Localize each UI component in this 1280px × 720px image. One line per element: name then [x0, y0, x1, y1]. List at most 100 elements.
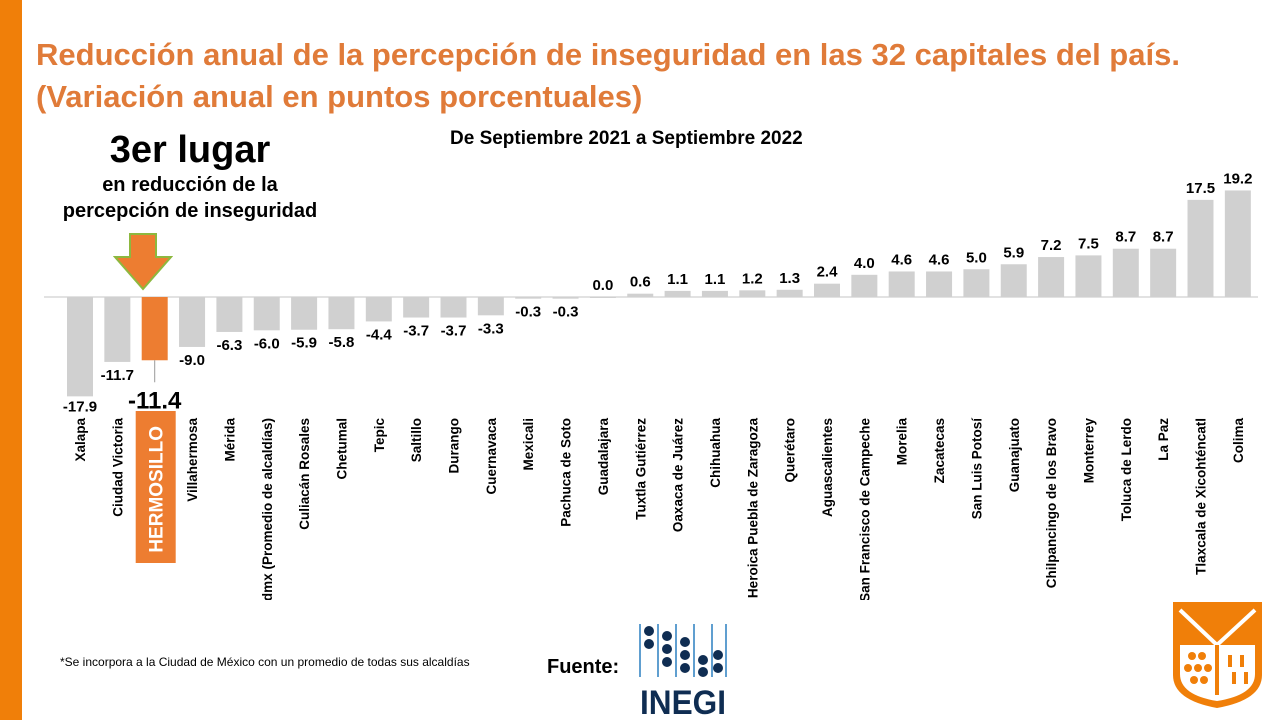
bar-5	[253, 297, 280, 331]
bar-3	[179, 297, 206, 347]
accent-stripe	[0, 0, 22, 720]
value-label-19: 1.3	[779, 270, 800, 287]
value-label-16: 1.1	[667, 271, 688, 288]
category-label-24: San Luis Potosí	[969, 417, 984, 520]
category-label-8: Tepic	[372, 418, 387, 453]
svg-text:INEGI: INEGI	[640, 684, 726, 717]
category-label-26: Chilpancingo de los Bravo	[1044, 418, 1059, 588]
category-label-20: Aguascalientes	[820, 418, 835, 517]
bar-15	[627, 293, 654, 297]
bar-chart: -17.9 Xalapa -11.7 Ciudad Victoria-11.4 HERM…	[44, 170, 1258, 600]
bar-12	[515, 297, 542, 299]
highlight-label-box	[135, 411, 176, 563]
category-label-1: Ciudad Victoria	[110, 418, 125, 517]
value-label-4: -6.3	[216, 337, 242, 354]
category-label-3: Villahermosa	[185, 418, 200, 502]
category-label-7: Chetumal	[334, 418, 349, 480]
category-label-16: Oaxaca de Juárez	[671, 418, 686, 532]
value-label-15: 0.6	[630, 274, 651, 291]
page-title: Reducción anual de la percepción de inse…	[36, 37, 1180, 114]
value-label-30: 17.5	[1186, 180, 1215, 197]
value-label-18: 1.2	[742, 270, 763, 287]
category-label-27: Monterrey	[1081, 418, 1096, 484]
bar-19	[776, 289, 803, 297]
bar-1	[104, 297, 131, 362]
bar-25	[1000, 264, 1027, 297]
category-label-19: Querétaro	[783, 418, 798, 483]
value-label-17: 1.1	[705, 271, 726, 288]
bar-20	[814, 283, 840, 297]
bar-18	[739, 290, 766, 297]
rank-line-2: percepción de inseguridad	[62, 200, 318, 222]
rank-callout: 3er lugar en reducción de la percepción …	[30, 128, 350, 224]
source-label: Fuente:	[547, 656, 620, 678]
value-label-12: -0.3	[515, 304, 541, 321]
category-label-12: Mexicali	[521, 418, 536, 471]
category-label-29: La Paz	[1156, 418, 1171, 461]
value-label-20: 2.4	[817, 264, 839, 281]
category-label-18: Heroica Puebla de Zaragoza	[745, 418, 760, 599]
value-label-29: 8.7	[1153, 229, 1174, 246]
bar-17	[701, 290, 728, 297]
value-label-2: -11.4	[128, 387, 182, 414]
bar-6	[291, 297, 318, 330]
bar-29	[1150, 248, 1177, 297]
rank-headline: 3er lugar	[109, 129, 271, 171]
value-label-27: 7.5	[1078, 235, 1099, 252]
bar-21	[851, 274, 878, 297]
bar-0	[67, 297, 93, 397]
value-label-0: -17.9	[63, 398, 97, 415]
value-label-22: 4.6	[891, 251, 912, 268]
value-label-11: -3.3	[478, 320, 504, 337]
bar-13	[552, 297, 579, 299]
value-label-23: 4.6	[929, 251, 950, 268]
bar-9	[403, 297, 430, 318]
category-label-22: Morelia	[895, 418, 910, 466]
bar-22	[888, 271, 915, 297]
category-label-21: San Francisco de Campeche	[857, 418, 872, 600]
value-label-3: -9.0	[179, 352, 205, 369]
value-label-10: -3.7	[441, 323, 467, 340]
coat-of-arms-logo	[1173, 602, 1262, 708]
value-label-28: 8.7	[1115, 229, 1136, 246]
value-label-5: -6.0	[254, 335, 280, 352]
value-label-25: 5.9	[1003, 244, 1024, 261]
category-label-4: Mérida	[222, 418, 237, 462]
category-label-15: Tuxtla Gutiérrez	[633, 418, 648, 520]
value-label-9: -3.7	[403, 323, 429, 340]
category-label-0: Xalapa	[73, 418, 88, 462]
inegi-logo: INEGI	[639, 624, 727, 717]
bar-23	[926, 271, 953, 297]
bar-16	[664, 290, 691, 297]
bar-11	[477, 297, 504, 316]
value-label-31: 19.2	[1223, 170, 1252, 187]
value-label-24: 5.0	[966, 249, 987, 266]
category-label-6: Culiacán Rosales	[297, 418, 312, 530]
value-label-21: 4.0	[854, 255, 875, 272]
bar-30	[1187, 199, 1214, 297]
category-label-14: Guadalajara	[596, 418, 611, 496]
category-label-10: Durango	[447, 418, 462, 474]
category-label-11: Cuernavaca	[484, 418, 499, 495]
value-label-13: -0.3	[553, 304, 579, 321]
bar-7	[328, 297, 355, 330]
category-label-25: Guanajuato	[1007, 418, 1022, 492]
value-label-7: -5.8	[329, 334, 355, 351]
value-label-14: 0.0	[592, 277, 613, 294]
category-label-13: Pachuca de Soto	[559, 418, 574, 527]
category-label-17: Chihuahua	[708, 418, 723, 488]
arrow-down-icon	[113, 233, 173, 291]
rank-line-1: en reducción de la	[102, 174, 278, 196]
category-label-9: Saltillo	[409, 418, 424, 462]
bar-2	[141, 297, 168, 361]
bar-27	[1075, 255, 1102, 297]
bar-4	[216, 297, 243, 332]
category-label-28: Toluca de Lerdo	[1119, 418, 1134, 521]
bar-24	[963, 269, 990, 297]
bar-28	[1112, 248, 1139, 297]
bar-26	[1038, 257, 1065, 297]
bar-14	[589, 297, 616, 298]
category-label-2: HERMOSILLO	[147, 426, 168, 553]
category-label-23: Zacatecas	[932, 418, 947, 483]
footnote: *Se incorpora a la Ciudad de México con …	[60, 655, 470, 669]
